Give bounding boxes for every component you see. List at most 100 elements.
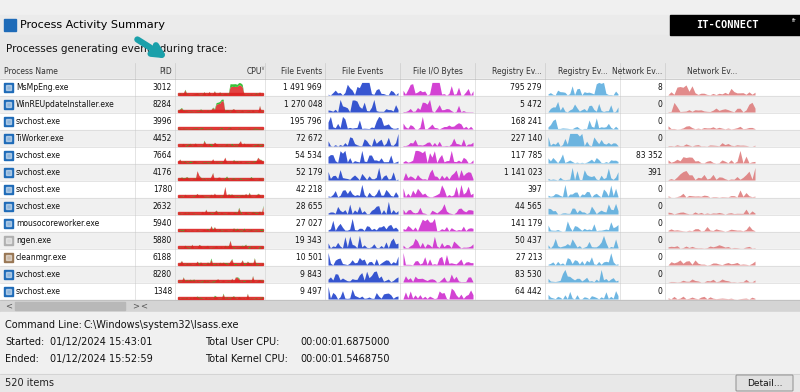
Bar xyxy=(4,100,13,109)
Text: 227 140: 227 140 xyxy=(510,134,542,143)
Text: mousocoreworker.exe: mousocoreworker.exe xyxy=(16,219,99,228)
Text: 5940: 5940 xyxy=(153,219,172,228)
Text: 0: 0 xyxy=(657,117,662,126)
Bar xyxy=(6,136,11,141)
Text: svchost.exe: svchost.exe xyxy=(16,270,61,279)
Bar xyxy=(0,249,800,266)
Bar xyxy=(0,198,800,215)
Bar xyxy=(178,160,263,163)
Bar xyxy=(178,178,263,180)
Text: 10 501: 10 501 xyxy=(295,253,322,262)
Bar xyxy=(0,300,800,312)
Text: 5 472: 5 472 xyxy=(520,100,542,109)
Bar xyxy=(6,221,11,226)
Text: 168 241: 168 241 xyxy=(511,117,542,126)
Bar xyxy=(178,279,263,282)
Bar xyxy=(6,238,11,243)
Text: 8: 8 xyxy=(658,83,662,92)
Bar xyxy=(6,204,11,209)
Bar xyxy=(0,266,800,283)
Text: 72 672: 72 672 xyxy=(295,134,322,143)
Text: <: < xyxy=(5,301,12,310)
Bar xyxy=(0,181,800,198)
Bar xyxy=(0,35,800,63)
Bar xyxy=(0,113,800,130)
Text: Ended:: Ended: xyxy=(5,354,39,364)
Text: 01/12/2024 15:43:01: 01/12/2024 15:43:01 xyxy=(50,337,152,347)
Text: svchost.exe: svchost.exe xyxy=(16,185,61,194)
Bar xyxy=(6,85,11,90)
Text: 1 491 969: 1 491 969 xyxy=(283,83,322,92)
Text: Command Line:: Command Line: xyxy=(5,320,82,330)
FancyBboxPatch shape xyxy=(736,375,793,391)
Bar xyxy=(0,63,800,79)
Bar xyxy=(178,109,263,112)
Text: File Events: File Events xyxy=(342,67,383,76)
Bar xyxy=(0,147,800,164)
Bar xyxy=(0,215,800,232)
Text: Registry Ev...: Registry Ev... xyxy=(492,67,542,76)
Text: Total User CPU:: Total User CPU: xyxy=(205,337,279,347)
Text: Process Name: Process Name xyxy=(4,67,58,76)
Text: 141 179: 141 179 xyxy=(510,219,542,228)
Text: <: < xyxy=(140,301,147,310)
Text: 00:00:01.5468750: 00:00:01.5468750 xyxy=(300,354,390,364)
Bar xyxy=(0,232,800,249)
Bar xyxy=(178,194,263,197)
Text: Detail...: Detail... xyxy=(746,379,782,388)
Text: MsMpEng.exe: MsMpEng.exe xyxy=(16,83,68,92)
Text: 0: 0 xyxy=(657,236,662,245)
Bar xyxy=(15,302,125,310)
Text: 397: 397 xyxy=(527,185,542,194)
Bar xyxy=(6,289,11,294)
Bar xyxy=(0,130,800,147)
Text: 19 343: 19 343 xyxy=(295,236,322,245)
Text: 83 352: 83 352 xyxy=(635,151,662,160)
Text: 1348: 1348 xyxy=(153,287,172,296)
Text: Started:: Started: xyxy=(5,337,44,347)
Bar xyxy=(0,79,800,96)
Text: 1780: 1780 xyxy=(153,185,172,194)
Text: 27 213: 27 213 xyxy=(516,253,542,262)
Bar xyxy=(178,212,263,214)
Text: Total Kernel CPU:: Total Kernel CPU: xyxy=(205,354,288,364)
Bar xyxy=(4,287,13,296)
Text: 01/12/2024 15:52:59: 01/12/2024 15:52:59 xyxy=(50,354,153,364)
Bar xyxy=(6,119,11,124)
Text: 00:00:01.6875000: 00:00:01.6875000 xyxy=(300,337,390,347)
Text: 9 497: 9 497 xyxy=(300,287,322,296)
Text: 0: 0 xyxy=(657,219,662,228)
Text: 0: 0 xyxy=(657,253,662,262)
Bar xyxy=(4,117,13,126)
Text: svchost.exe: svchost.exe xyxy=(16,117,61,126)
Text: 795 279: 795 279 xyxy=(510,83,542,92)
Bar xyxy=(4,202,13,211)
Bar xyxy=(0,374,800,392)
Text: fr: fr xyxy=(792,18,796,23)
Bar xyxy=(4,168,13,177)
Text: 0: 0 xyxy=(657,185,662,194)
Bar xyxy=(6,102,11,107)
Text: C:\Windows\system32\lsass.exe: C:\Windows\system32\lsass.exe xyxy=(83,320,238,330)
Text: 7664: 7664 xyxy=(153,151,172,160)
Text: 9 843: 9 843 xyxy=(300,270,322,279)
Bar xyxy=(4,83,13,92)
Bar xyxy=(6,153,11,158)
Bar xyxy=(6,187,11,192)
Bar xyxy=(0,283,800,300)
Text: 8280: 8280 xyxy=(153,270,172,279)
Text: 117 785: 117 785 xyxy=(510,151,542,160)
Bar xyxy=(178,143,263,146)
Text: 6188: 6188 xyxy=(153,253,172,262)
Bar xyxy=(4,19,16,31)
Text: 195 796: 195 796 xyxy=(290,117,322,126)
Text: CPU: CPU xyxy=(246,67,262,76)
Text: 52 179: 52 179 xyxy=(295,168,322,177)
Bar xyxy=(6,272,11,277)
Bar xyxy=(670,15,800,35)
Text: ∨: ∨ xyxy=(260,66,264,71)
Text: 520 items: 520 items xyxy=(5,378,54,388)
Bar xyxy=(4,253,13,262)
Text: File I/O Bytes: File I/O Bytes xyxy=(413,67,462,76)
Text: Processes generating events during trace:: Processes generating events during trace… xyxy=(6,44,227,54)
